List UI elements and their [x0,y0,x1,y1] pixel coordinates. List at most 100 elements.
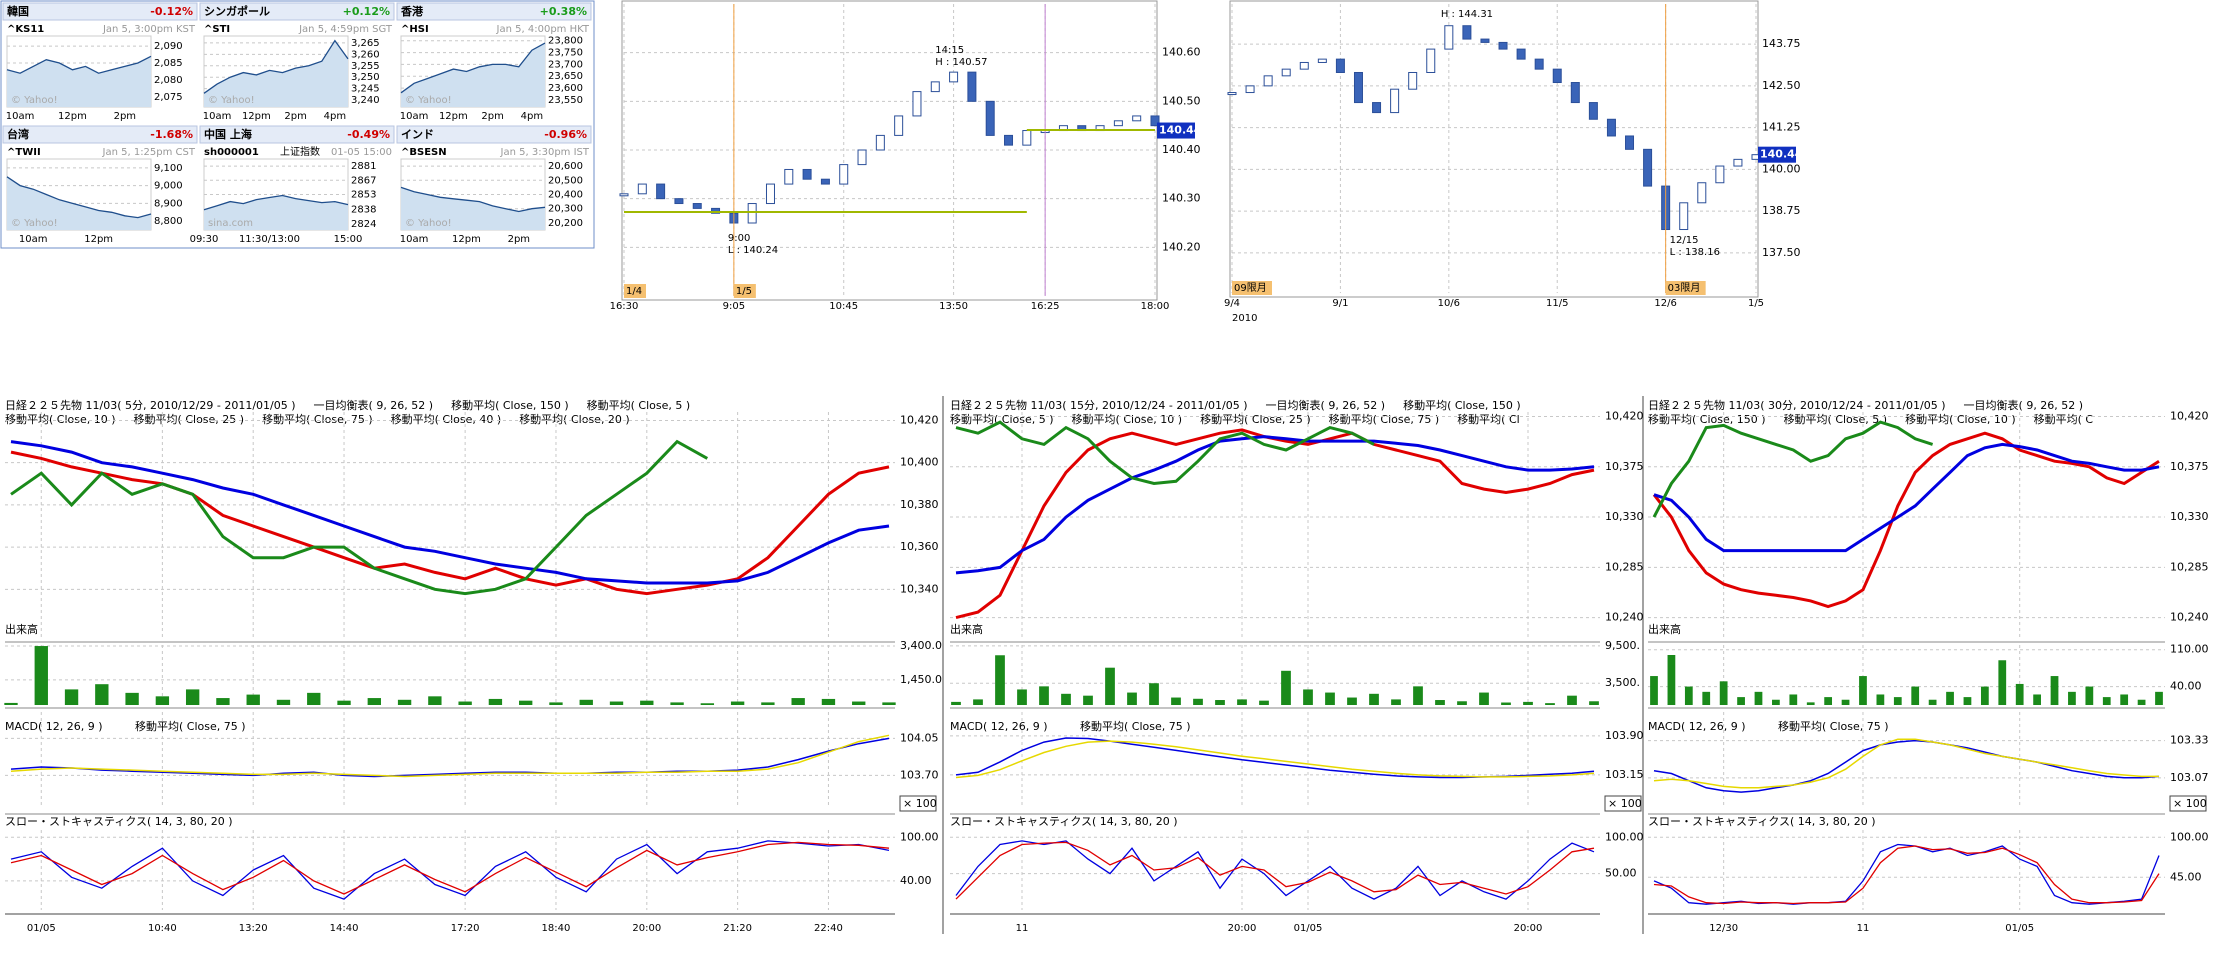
indicator-label: 移動平均( Cl [1457,412,1520,426]
x-tick-label: 13:50 [939,301,968,312]
indicator-label: 日経２２５先物 11/03( 5分, 2010/12/29 - 2011/01/… [5,398,296,412]
volume-bar [1893,697,1902,705]
indicator-label: 移動平均( Close, 75 ) [262,412,373,426]
tile-area [7,176,151,230]
y-tick-label: 140.20 [1162,240,1201,253]
tile-area [401,187,545,230]
tile-line [203,194,349,211]
volume-bar [307,692,321,705]
volume-bar [1105,667,1115,705]
tile-symbol: ^BSESN [401,147,447,158]
tile-symbol: ^KS11 [7,24,44,35]
candle [1588,102,1598,120]
stoch-line [10,840,890,900]
indicator-label: 移動平均( Close, 150 ) [1648,412,1766,426]
volume-bar [4,702,18,705]
volume-bar [1347,697,1357,705]
year-label: 2010 [1232,313,1257,324]
macd-ma-label: 移動平均( Close, 75 ) [1778,719,1889,733]
volume-bar [1928,699,1937,705]
x-tick-label: 12pm [58,111,87,122]
y-tick-label: 100.00 [2170,830,2209,843]
tile-time: Jan 5, 3:30pm IST [500,147,590,158]
y-tick-label: 142.50 [1762,79,1801,92]
volume-bar [1501,702,1511,705]
y-tick-label: 40.00 [900,874,932,887]
volume-bar [1017,689,1027,705]
tile-header [396,2,592,21]
price-line [1652,420,1934,518]
candle [1390,88,1400,114]
y-tick-label: 40.00 [2170,680,2202,693]
x-tick-label: 11 [1016,923,1029,934]
x-tick-label: 20:00 [1228,923,1257,934]
y-tick-label: 10,240 [1605,611,1644,624]
volume-label: 出来高 [950,622,983,636]
y-tick-label: 2838 [351,205,376,216]
indicator-label: 移動平均( Close, 20 ) [519,412,630,426]
macd-line [1653,738,2159,789]
volume-bar [95,684,109,705]
y-tick-label: 140.30 [1162,192,1201,205]
volume-bar [458,701,472,705]
y-tick-label: 23,700 [548,59,583,70]
candle [1552,68,1562,84]
tile-header [2,2,198,21]
volume-bar [337,700,351,705]
tile-line [400,42,546,94]
y-tick-label: 10,340 [900,582,939,595]
macd-line [955,740,1595,779]
y-tick-label: 140.50 [1162,94,1201,107]
indicator-label: 移動平均( C [2034,412,2094,426]
y-tick-label: 3,260 [351,49,380,60]
macd-ma-label: 移動平均( Close, 75 ) [1080,719,1191,733]
scale-box [2169,795,2207,812]
contract-tag [1232,281,1272,295]
volume-bar [1737,697,1745,705]
scale-box [899,795,937,812]
volume-bar [1824,697,1833,705]
volume-bar [1457,701,1467,705]
tile-line [203,39,349,94]
contract-tag-label: 03限月 [1668,282,1701,294]
candle [784,168,794,185]
volume-bar [1391,699,1401,705]
x-tick-label: 09:30 [190,234,219,245]
indicator-label: 一目均衡表( 9, 26, 52 ) [1266,398,1386,412]
candle [875,134,885,151]
volume-bar [216,698,230,705]
macd-ma-label: 移動平均( Close, 75 ) [135,719,246,733]
candle [1263,75,1273,87]
volume-bar [951,701,961,705]
x-tick-label: 11:30/13:00 [239,234,300,245]
y-tick-label: 2867 [351,175,376,186]
x-tick-label: 21:20 [723,923,752,934]
x-tick-label: 10am [400,234,429,245]
y-tick-label: 3,240 [351,95,380,106]
macd-line [10,734,890,778]
volume-bar [579,699,593,705]
y-tick-label: 103.07 [2170,771,2209,784]
x-tick-label: 10am [19,234,48,245]
candle [1426,48,1436,73]
candle [1004,134,1014,146]
tile-credit: © Yahoo! [208,95,255,106]
candle [637,183,647,195]
y-tick-label: 50.00 [1605,867,1637,880]
x-tick-label: 22:40 [814,923,843,934]
price-line [10,439,709,596]
tile-header [396,125,592,144]
macd-label: MACD( 12, 26, 9 ) [950,720,1048,733]
y-tick-label: 20,300 [548,204,583,215]
candle [1462,25,1472,40]
y-tick-label: 103.33 [2170,734,2209,747]
volume-bar [791,698,805,705]
y-tick-label: 8,800 [154,216,183,227]
volume-bar [1998,660,2007,705]
indicator-label: 移動平均( Close, 25 ) [134,412,245,426]
y-tick-label: 10,380 [900,498,939,511]
volume-bar [2015,683,2024,705]
candle [949,71,959,83]
indicator-label: 移動平均( Close, 25 ) [1200,412,1311,426]
candle [857,149,867,166]
